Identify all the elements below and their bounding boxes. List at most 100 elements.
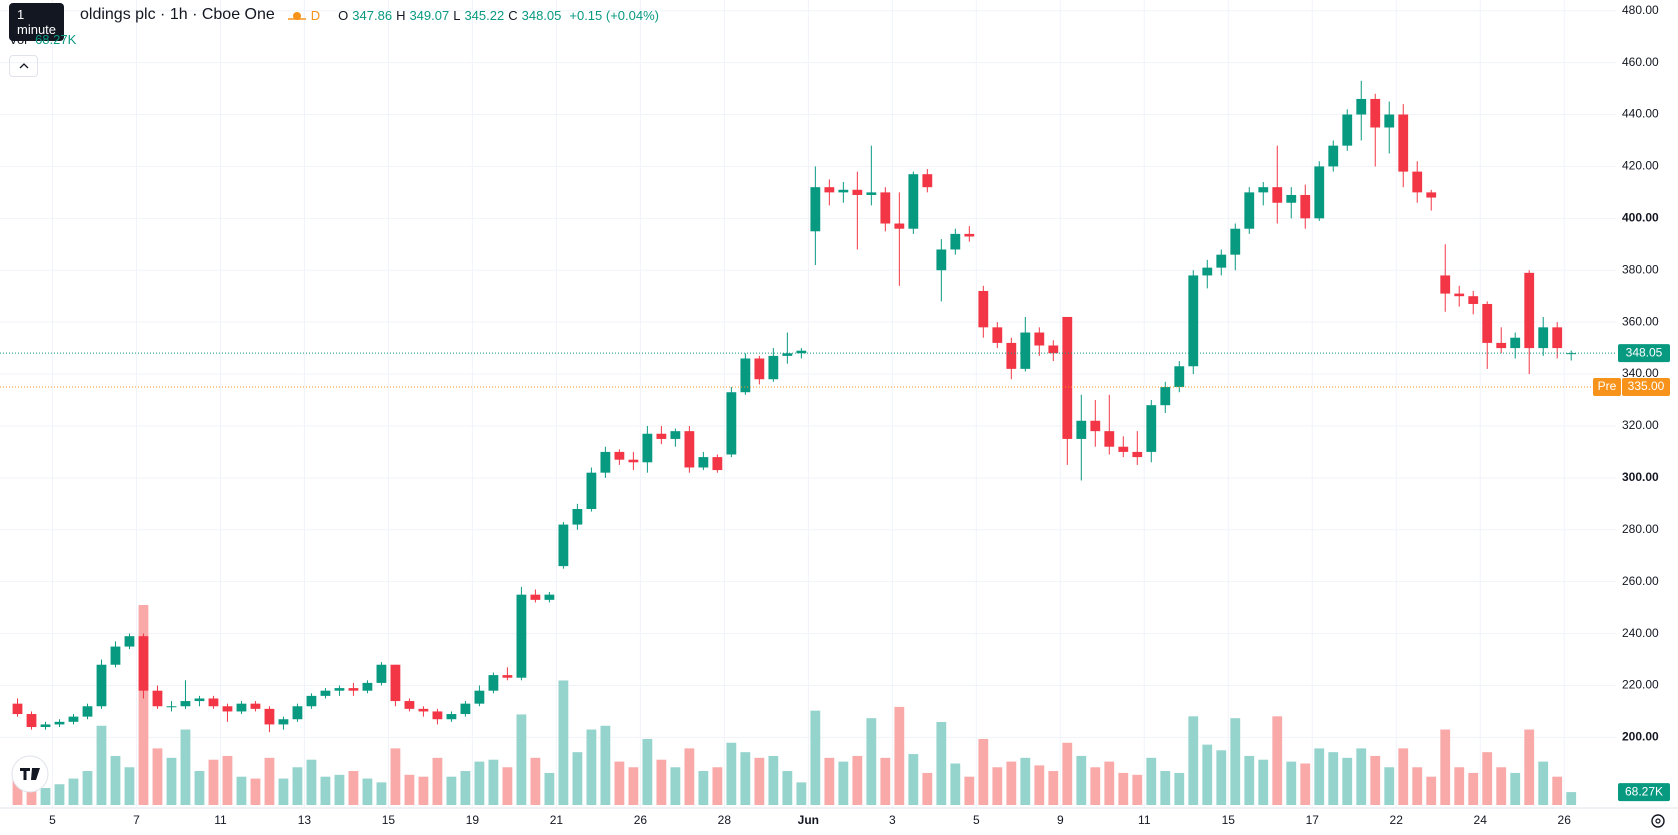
y-tick-label: 200.00 bbox=[1622, 730, 1659, 744]
candle-body bbox=[600, 451, 611, 473]
volume-bar bbox=[824, 757, 835, 805]
y-tick-label: 280.00 bbox=[1622, 522, 1659, 536]
candle-body bbox=[194, 698, 205, 702]
volume-bar bbox=[908, 754, 919, 805]
candle-body bbox=[698, 457, 709, 468]
volume-bar bbox=[320, 776, 331, 805]
x-tick-label: 26 bbox=[634, 813, 648, 827]
candle-body bbox=[404, 701, 415, 709]
x-tick-label: 22 bbox=[1390, 813, 1404, 827]
candle-body bbox=[684, 431, 695, 468]
volume-bar bbox=[894, 706, 905, 805]
candle-body bbox=[992, 327, 1003, 343]
candle-body bbox=[474, 690, 485, 704]
volume-bar bbox=[558, 680, 569, 805]
volume-bar bbox=[1258, 759, 1269, 805]
candle-body bbox=[488, 675, 499, 691]
candle-body bbox=[908, 174, 919, 229]
candle-body bbox=[572, 509, 583, 525]
volume-bar bbox=[936, 721, 947, 805]
volume-bar bbox=[600, 725, 611, 805]
candle-body bbox=[1020, 332, 1031, 369]
x-tick-label: 5 bbox=[973, 813, 980, 827]
volume-bar bbox=[810, 710, 821, 805]
volume-bar bbox=[278, 778, 289, 805]
volume-bar bbox=[922, 772, 933, 805]
collapse-button[interactable] bbox=[9, 55, 38, 77]
volume-bar bbox=[54, 784, 65, 805]
volume-bar bbox=[460, 771, 471, 805]
volume-bar bbox=[1146, 757, 1157, 805]
volume-label: 68.27K bbox=[1625, 784, 1663, 798]
candle-body bbox=[166, 706, 177, 708]
volume-bar bbox=[1230, 718, 1241, 805]
volume-bar bbox=[1062, 742, 1073, 805]
x-tick-label: 21 bbox=[550, 813, 564, 827]
y-tick-label: 420.00 bbox=[1622, 159, 1659, 173]
volume-bar bbox=[1020, 757, 1031, 805]
x-tick-label: 17 bbox=[1306, 813, 1320, 827]
logo-mark bbox=[20, 768, 40, 780]
volume-bar bbox=[516, 714, 527, 805]
volume-bar bbox=[572, 752, 583, 805]
candle-body bbox=[964, 233, 975, 237]
change: +0.15 (+0.04%) bbox=[569, 7, 659, 23]
volume-bar bbox=[964, 776, 975, 805]
candle-body bbox=[1300, 194, 1311, 219]
chart-title: oldings plc · 1h · Cboe One bbox=[80, 6, 275, 23]
volume-bar bbox=[474, 761, 485, 805]
candle-body bbox=[726, 392, 737, 455]
volume-bar bbox=[222, 755, 233, 805]
candle-body bbox=[1524, 272, 1535, 349]
candle-body bbox=[530, 594, 541, 600]
x-tick-label: 28 bbox=[718, 813, 732, 827]
x-tick-label: 3 bbox=[889, 813, 896, 827]
candle-body bbox=[1454, 293, 1465, 297]
candle-body bbox=[1370, 98, 1381, 128]
candle-body bbox=[278, 719, 289, 725]
volume-bar bbox=[110, 755, 121, 805]
settings-dot bbox=[1655, 818, 1661, 824]
candle-body bbox=[880, 192, 891, 224]
candle-body bbox=[376, 664, 387, 683]
y-tick-label: 380.00 bbox=[1622, 262, 1659, 276]
volume-bar bbox=[502, 767, 513, 805]
volume-bar bbox=[1160, 771, 1171, 805]
volume-bar bbox=[82, 771, 93, 805]
candle-body bbox=[544, 594, 555, 600]
tooltip: 1 minute bbox=[9, 3, 65, 41]
volume-label-box bbox=[1618, 783, 1670, 802]
volume-bar bbox=[1132, 774, 1143, 805]
candle-body bbox=[1188, 275, 1199, 367]
volume-bar bbox=[166, 757, 177, 805]
candle-body bbox=[1356, 98, 1367, 115]
candle-body bbox=[180, 701, 191, 707]
x-tick-label: 13 bbox=[298, 813, 312, 827]
x-tick-label: 11 bbox=[1138, 813, 1151, 827]
volume-bar bbox=[1328, 752, 1339, 805]
candle-body bbox=[866, 192, 877, 195]
candle-body bbox=[712, 457, 723, 471]
volume-bar bbox=[68, 778, 79, 805]
volume-value: 68.27K bbox=[35, 32, 77, 47]
candle-body bbox=[1258, 187, 1269, 193]
volume-bar bbox=[432, 757, 443, 805]
candle-body bbox=[250, 703, 261, 709]
volume-bar bbox=[670, 767, 681, 805]
volume-bar bbox=[880, 757, 891, 805]
candle-body bbox=[362, 682, 373, 691]
chevron bbox=[19, 63, 28, 69]
candle-body bbox=[1398, 114, 1409, 172]
volume-bars bbox=[12, 605, 1577, 805]
y-tick-label: 260.00 bbox=[1622, 574, 1659, 588]
candle-body bbox=[54, 721, 65, 725]
volume-bar bbox=[614, 761, 625, 805]
h-letter: H bbox=[396, 7, 406, 23]
volume-bar bbox=[740, 752, 751, 805]
volume-bar bbox=[40, 788, 51, 805]
candle-body bbox=[1216, 254, 1227, 268]
y-tick-label: 480.00 bbox=[1622, 3, 1659, 17]
volume-title: Vol bbox=[9, 32, 28, 47]
